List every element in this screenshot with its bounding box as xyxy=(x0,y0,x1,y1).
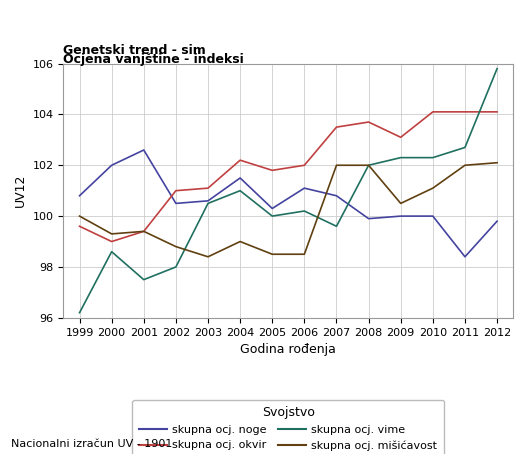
skupna ocj. vime xyxy=(366,163,372,168)
skupna ocj. okvir xyxy=(237,158,243,163)
skupna ocj. vime xyxy=(462,145,468,150)
skupna ocj. mišićavost xyxy=(237,239,243,244)
skupna ocj. vime xyxy=(397,155,404,160)
skupna ocj. okvir xyxy=(366,119,372,125)
Text: Nacionalni izračun UV - 1901: Nacionalni izračun UV - 1901 xyxy=(11,439,172,449)
skupna ocj. vime xyxy=(430,155,436,160)
skupna ocj. okvir xyxy=(76,223,83,229)
Y-axis label: UV12: UV12 xyxy=(14,174,27,207)
skupna ocj. okvir xyxy=(397,134,404,140)
Line: skupna ocj. vime: skupna ocj. vime xyxy=(79,69,497,313)
skupna ocj. vime xyxy=(141,277,147,282)
skupna ocj. mišićavost xyxy=(173,244,179,249)
skupna ocj. mišićavost xyxy=(397,201,404,206)
skupna ocj. noge xyxy=(301,185,307,191)
skupna ocj. noge xyxy=(269,206,276,211)
skupna ocj. mišićavost xyxy=(108,231,115,237)
skupna ocj. mišićavost xyxy=(430,185,436,191)
skupna ocj. noge xyxy=(173,201,179,206)
Legend: skupna ocj. noge, skupna ocj. okvir, skupna ocj. vime, skupna ocj. mišićavost: skupna ocj. noge, skupna ocj. okvir, sku… xyxy=(132,400,444,454)
skupna ocj. noge xyxy=(366,216,372,222)
skupna ocj. mišićavost xyxy=(333,163,340,168)
skupna ocj. okvir xyxy=(430,109,436,114)
skupna ocj. okvir xyxy=(301,163,307,168)
skupna ocj. noge xyxy=(397,213,404,219)
skupna ocj. mišićavost xyxy=(462,163,468,168)
skupna ocj. noge xyxy=(76,193,83,198)
skupna ocj. vime xyxy=(76,310,83,316)
skupna ocj. okvir xyxy=(462,109,468,114)
skupna ocj. mišićavost xyxy=(141,229,147,234)
skupna ocj. noge xyxy=(141,147,147,153)
skupna ocj. vime xyxy=(301,208,307,214)
skupna ocj. vime xyxy=(237,188,243,193)
skupna ocj. vime xyxy=(173,264,179,270)
Line: skupna ocj. mišićavost: skupna ocj. mišićavost xyxy=(79,163,497,257)
skupna ocj. noge xyxy=(430,213,436,219)
skupna ocj. mišićavost xyxy=(494,160,500,165)
skupna ocj. vime xyxy=(269,213,276,219)
Line: skupna ocj. okvir: skupna ocj. okvir xyxy=(79,112,497,242)
skupna ocj. noge xyxy=(108,163,115,168)
skupna ocj. okvir xyxy=(173,188,179,193)
skupna ocj. vime xyxy=(205,201,211,206)
skupna ocj. noge xyxy=(333,193,340,198)
skupna ocj. noge xyxy=(462,254,468,260)
skupna ocj. mišićavost xyxy=(76,213,83,219)
skupna ocj. okvir xyxy=(141,229,147,234)
skupna ocj. vime xyxy=(494,66,500,71)
skupna ocj. okvir xyxy=(269,168,276,173)
skupna ocj. noge xyxy=(494,218,500,224)
skupna ocj. vime xyxy=(108,249,115,254)
skupna ocj. noge xyxy=(237,175,243,181)
skupna ocj. okvir xyxy=(108,239,115,244)
skupna ocj. okvir xyxy=(205,185,211,191)
skupna ocj. noge xyxy=(205,198,211,203)
skupna ocj. vime xyxy=(333,223,340,229)
Line: skupna ocj. noge: skupna ocj. noge xyxy=(79,150,497,257)
X-axis label: Godina rođenja: Godina rođenja xyxy=(240,343,336,356)
Text: Genetski trend - sim: Genetski trend - sim xyxy=(63,44,206,57)
skupna ocj. mišićavost xyxy=(366,163,372,168)
skupna ocj. mišićavost xyxy=(269,252,276,257)
Text: Ocjena vanjštine - indeksi: Ocjena vanjštine - indeksi xyxy=(63,53,244,66)
skupna ocj. mišićavost xyxy=(301,252,307,257)
skupna ocj. okvir xyxy=(494,109,500,114)
skupna ocj. okvir xyxy=(333,124,340,130)
skupna ocj. mišićavost xyxy=(205,254,211,260)
